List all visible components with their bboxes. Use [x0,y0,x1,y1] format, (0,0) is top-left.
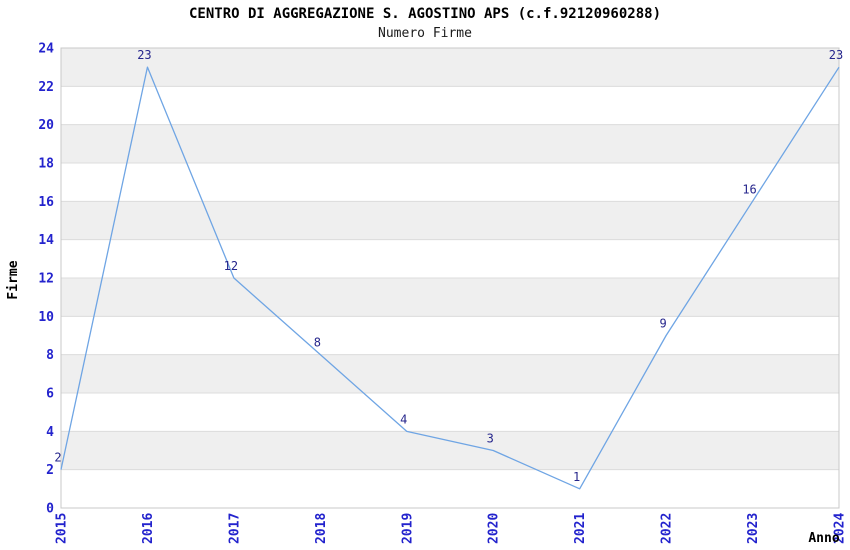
y-tick-label: 2 [46,463,54,478]
x-tick-label: 2020 [487,513,502,544]
y-tick-label: 4 [46,425,54,440]
y-tick-label: 12 [38,272,54,287]
x-tick-label: 2016 [141,513,156,544]
chart-title: CENTRO DI AGGREGAZIONE S. AGOSTINO APS (… [188,6,661,22]
y-tick-label: 18 [38,157,54,172]
x-tick-label: 2023 [746,513,761,544]
data-label: 3 [487,432,494,446]
chart-subtitle: Numero Firme [378,26,472,41]
data-label: 23 [137,48,151,62]
y-tick-label: 0 [46,502,54,517]
y-tick-label: 6 [46,387,54,402]
grid-band [61,124,839,163]
data-label: 8 [314,336,321,350]
data-label: 2 [54,451,61,465]
data-label: 16 [742,182,756,196]
y-tick-label: 8 [46,348,54,363]
data-label: 1 [573,470,580,484]
x-tick-label: 2017 [227,513,242,544]
y-tick-label: 22 [38,80,54,95]
x-tick-label: 2019 [400,513,415,544]
y-tick-label: 24 [38,42,54,57]
grid-band [61,48,839,87]
y-tick-label: 16 [38,195,54,210]
grid-band [61,354,839,393]
x-tick-label: 2018 [314,513,329,544]
x-tick-label: 2021 [573,513,588,544]
data-label: 12 [224,259,238,273]
plot-border [60,47,840,509]
y-tick-label: 20 [38,118,54,133]
y-axis-title: Firme [6,260,21,299]
x-axis-title: Anno [808,531,839,546]
data-label: 9 [659,317,666,331]
grid-band [61,431,839,470]
y-tick-label: 10 [38,310,54,325]
data-line [60,66,840,490]
x-tick-label: 2015 [55,513,70,544]
grid-band [61,278,839,317]
data-label: 4 [400,412,407,426]
y-tick-label: 14 [38,233,54,248]
data-label: 23 [829,48,843,62]
x-tick-label: 2024 [833,513,848,544]
grid-band [61,201,839,240]
x-tick-label: 2022 [660,513,675,544]
